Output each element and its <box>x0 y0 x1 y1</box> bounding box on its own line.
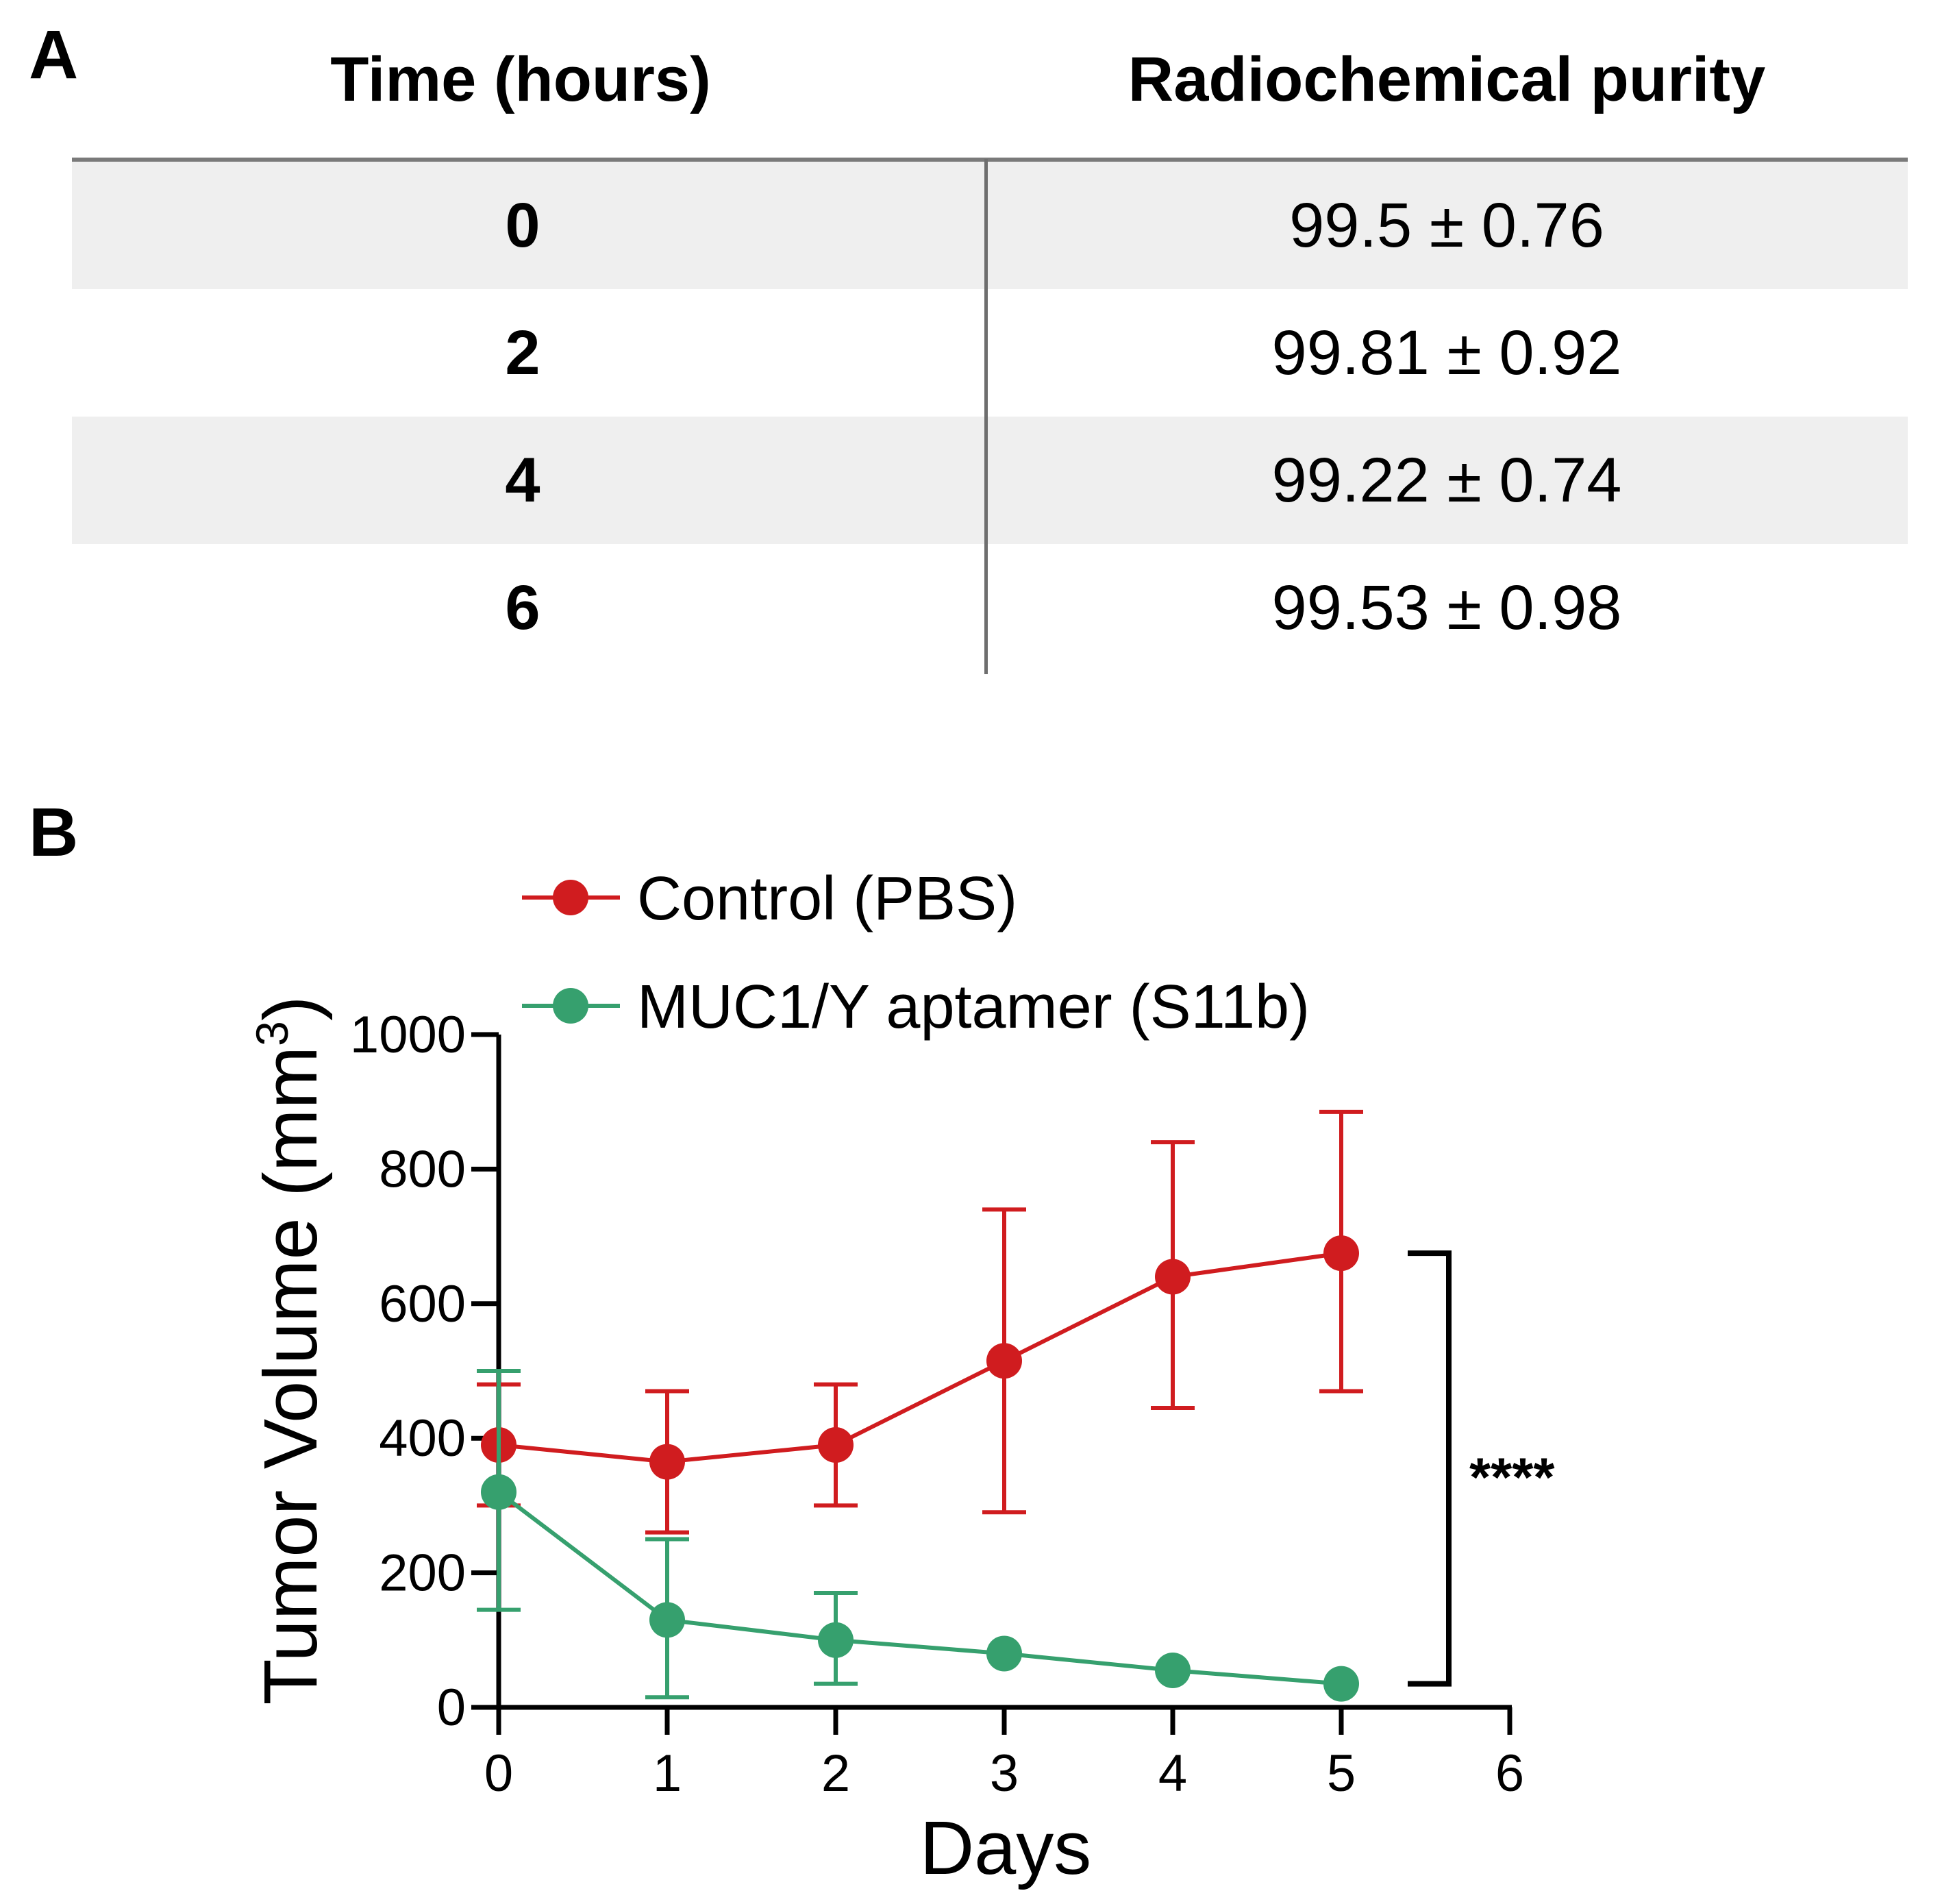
data-point <box>1323 1235 1359 1272</box>
legend-entry: Control (PBS) <box>522 865 1017 933</box>
data-point <box>986 1635 1022 1672</box>
data-point <box>649 1602 685 1638</box>
y-axis-label-superscript: 3 <box>247 1021 297 1046</box>
x-tick-label: 2 <box>821 1744 850 1803</box>
chart-series <box>477 1109 1363 1702</box>
purity-cell: 99.81 ± 0.92 <box>1271 318 1622 388</box>
y-tick-label: 1000 <box>350 1006 466 1064</box>
y-tick-label: 800 <box>379 1140 466 1198</box>
y-axis-label-text: Tumor Volume (mm <box>249 1046 333 1705</box>
column-header-purity: Radiochemical purity <box>1128 45 1766 114</box>
x-tick-label: 0 <box>484 1744 513 1803</box>
data-point <box>649 1444 685 1480</box>
legend-marker <box>553 880 588 915</box>
y-tick-label: 400 <box>379 1409 466 1468</box>
significance-bracket <box>1408 1250 1452 1687</box>
data-point <box>1155 1259 1191 1295</box>
series-line <box>498 1251 1342 1464</box>
table-row: 6 99.53 ± 0.98 <box>72 544 1908 671</box>
y-tick-label: 0 <box>437 1679 466 1737</box>
time-cell: 0 <box>505 190 540 260</box>
y-axis-label: Tumor Volume (mm3) <box>247 996 333 1705</box>
data-point <box>481 1474 516 1510</box>
legend-marker <box>553 988 588 1024</box>
table-row: 2 99.81 ± 0.92 <box>72 289 1908 417</box>
chart-axes: 0 200 400 600 800 1000 0 1 2 3 4 5 6 Days Tumor Volume… <box>247 996 1524 1891</box>
data-point <box>818 1427 854 1463</box>
y-axis-label-close: ) <box>249 996 333 1022</box>
x-tick-label: 6 <box>1495 1744 1524 1803</box>
time-cell: 4 <box>505 445 540 515</box>
legend: Control (PBS) MUC1/Y aptamer (S11b) <box>522 865 1310 1041</box>
series-aptamer <box>477 1369 1359 1702</box>
significance-annotation: **** <box>1408 1250 1555 1687</box>
x-tick-label: 5 <box>1327 1744 1356 1803</box>
time-cell: 2 <box>505 318 540 388</box>
purity-cell: 99.53 ± 0.98 <box>1271 573 1622 643</box>
tumor-volume-chart: Control (PBS) MUC1/Y aptamer (S11b) 0 200 4… <box>247 865 1555 1891</box>
panel-a-label: A <box>29 16 79 93</box>
y-tick-label: 200 <box>379 1544 466 1603</box>
data-point <box>1155 1652 1191 1688</box>
purity-cell: 99.5 ± 0.76 <box>1289 190 1604 260</box>
table-header-rule <box>72 158 1908 162</box>
table-column-divider <box>984 159 988 674</box>
x-tick-label: 1 <box>653 1744 682 1803</box>
time-cell: 6 <box>505 573 540 643</box>
data-point <box>1323 1666 1359 1702</box>
series-control <box>477 1109 1363 1535</box>
legend-label: MUC1/Y aptamer (S11b) <box>637 973 1310 1041</box>
x-tick-label: 3 <box>990 1744 1019 1803</box>
panel-b-label: B <box>29 794 79 871</box>
data-point <box>986 1343 1022 1379</box>
series-line <box>497 1490 1342 1686</box>
x-tick-label: 4 <box>1158 1744 1187 1803</box>
y-tick-label: 600 <box>379 1275 466 1333</box>
table-row: 4 99.22 ± 0.74 <box>72 417 1908 544</box>
x-axis-label: Days <box>920 1806 1092 1890</box>
table-row: 0 99.5 ± 0.76 <box>72 162 1908 289</box>
data-point <box>818 1622 854 1658</box>
significance-stars: **** <box>1469 1446 1555 1507</box>
legend-label: Control (PBS) <box>637 865 1017 933</box>
column-header-time: Time (hours) <box>330 45 711 114</box>
purity-cell: 99.22 ± 0.74 <box>1271 445 1622 515</box>
legend-entry: MUC1/Y aptamer (S11b) <box>522 973 1310 1041</box>
